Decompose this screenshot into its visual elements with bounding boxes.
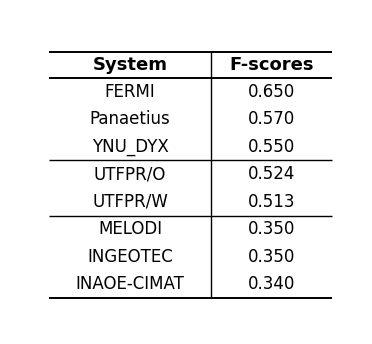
Text: MELODI: MELODI	[98, 220, 162, 238]
Text: F-scores: F-scores	[229, 56, 314, 74]
Text: 0.350: 0.350	[248, 248, 295, 266]
Text: System: System	[93, 56, 168, 74]
Text: UTFPR/O: UTFPR/O	[94, 165, 166, 183]
Text: YNU_DYX: YNU_DYX	[92, 138, 169, 155]
Text: 0.524: 0.524	[248, 165, 295, 183]
Text: 0.513: 0.513	[248, 193, 295, 211]
Text: Panaetius: Panaetius	[90, 110, 170, 128]
Text: INAOE-CIMAT: INAOE-CIMAT	[76, 276, 185, 293]
Text: FERMI: FERMI	[105, 83, 155, 100]
Text: 0.570: 0.570	[248, 110, 295, 128]
Text: INGEOTEC: INGEOTEC	[87, 248, 173, 266]
Text: 0.650: 0.650	[248, 83, 295, 100]
Text: 0.350: 0.350	[248, 220, 295, 238]
Text: UTFPR/W: UTFPR/W	[92, 193, 168, 211]
Text: 0.550: 0.550	[248, 138, 295, 155]
Text: 0.340: 0.340	[248, 276, 295, 293]
